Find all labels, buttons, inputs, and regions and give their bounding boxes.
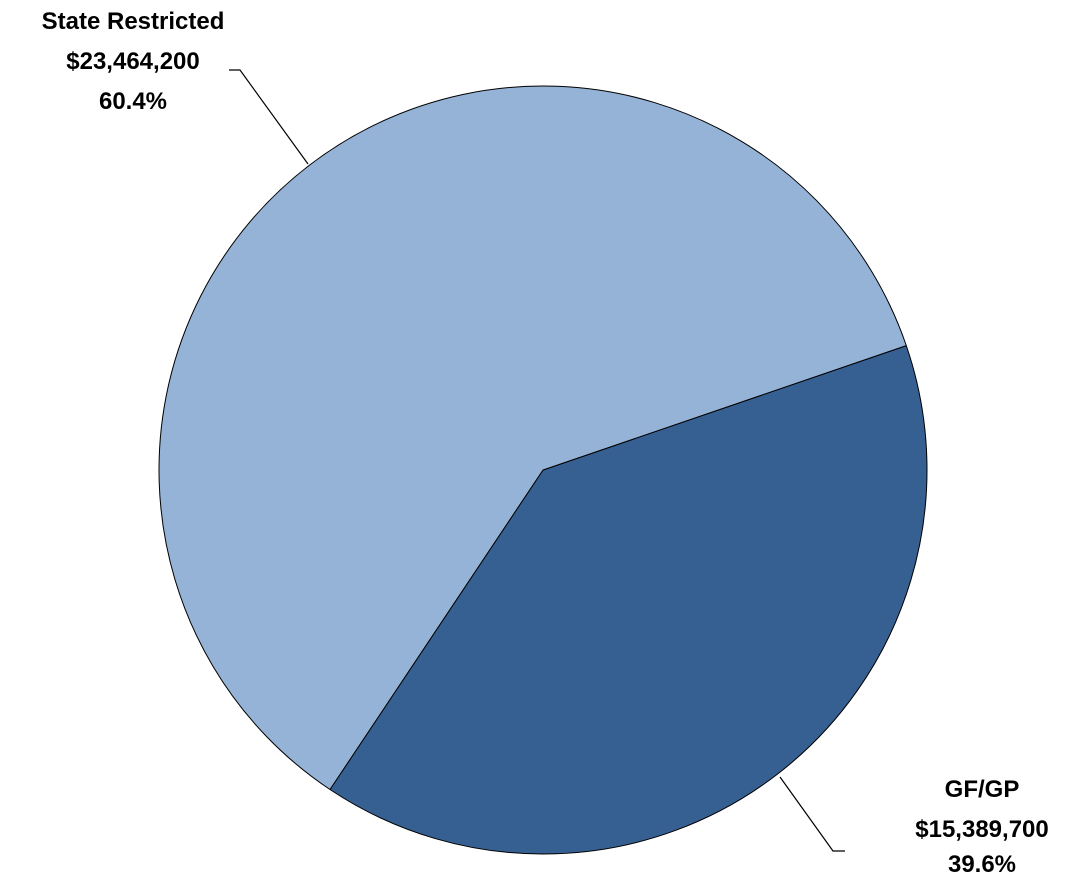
data-label-state-restricted: State Restricted $23,464,200 60.4% [42,8,225,115]
slice-value-label-gfgp: $15,389,700 [915,816,1048,843]
slice-percent-label-state-restricted: 60.4% [99,88,167,115]
leader-line-state-restricted [229,69,309,165]
slice-value-label-state-restricted: $23,464,200 [66,48,199,75]
slice-percent-label-gfgp: 39.6% [948,851,1016,878]
data-label-gfgp: GF/GP $15,389,700 39.6% [915,776,1048,878]
slice-name-label-state-restricted: State Restricted [42,8,225,35]
pie-slice-gf-gp [329,345,928,855]
pie-slice-state-restricted [158,85,907,790]
leader-lines [229,69,845,852]
slice-name-label-gfgp: GF/GP [945,776,1020,803]
pie-slices [158,85,928,855]
leader-line-gfgp [779,776,845,852]
